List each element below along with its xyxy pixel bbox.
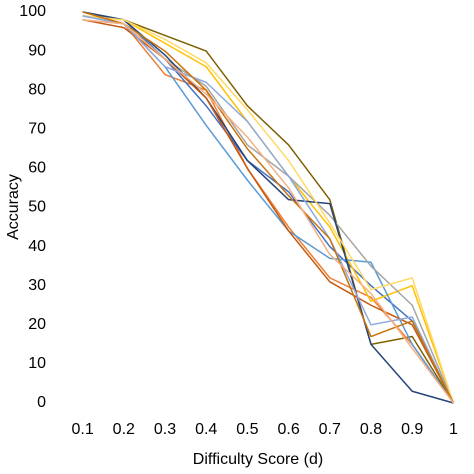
y-tick-label: 100	[19, 3, 46, 20]
y-tick-label: 30	[28, 277, 46, 294]
line-series	[82, 19, 455, 404]
line-series	[82, 15, 455, 404]
y-tick-label: 20	[28, 316, 46, 333]
y-tick-label: 70	[28, 121, 46, 138]
line-series	[82, 11, 455, 404]
line-series	[82, 11, 455, 404]
line-series	[82, 15, 455, 404]
x-tick-label: 0.8	[360, 421, 382, 438]
line-series	[82, 15, 455, 404]
x-axis-label: Difficulty Score (d)	[193, 451, 323, 468]
x-tick-label: 0.3	[154, 421, 176, 438]
line-series	[82, 11, 454, 404]
y-tick-label: 10	[28, 355, 46, 372]
y-tick-label: 0	[37, 394, 46, 411]
x-tick-label: 0.2	[113, 421, 135, 438]
y-tick-label: 80	[28, 81, 46, 98]
y-tick-label: 60	[28, 160, 46, 177]
x-tick-label: 0.7	[319, 421, 341, 438]
line-series	[82, 11, 455, 404]
y-tick-label: 90	[28, 42, 46, 59]
line-series	[82, 19, 455, 404]
y-tick-label: 40	[28, 238, 46, 255]
x-tick-label: 0.5	[236, 421, 258, 438]
line-series	[82, 15, 455, 404]
x-tick-label: 0.4	[195, 421, 217, 438]
x-tick-label: 1	[449, 421, 458, 438]
y-tick-label: 50	[28, 199, 46, 216]
x-tick-label: 0.1	[71, 421, 93, 438]
line-series	[82, 15, 455, 404]
line-series	[82, 19, 454, 404]
y-axis-label: Accuracy	[5, 174, 22, 240]
x-tick-label: 0.6	[277, 421, 299, 438]
x-tick-label: 0.9	[401, 421, 423, 438]
